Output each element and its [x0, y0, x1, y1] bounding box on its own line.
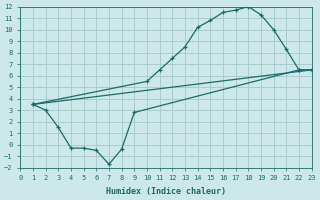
X-axis label: Humidex (Indice chaleur): Humidex (Indice chaleur) — [106, 187, 226, 196]
